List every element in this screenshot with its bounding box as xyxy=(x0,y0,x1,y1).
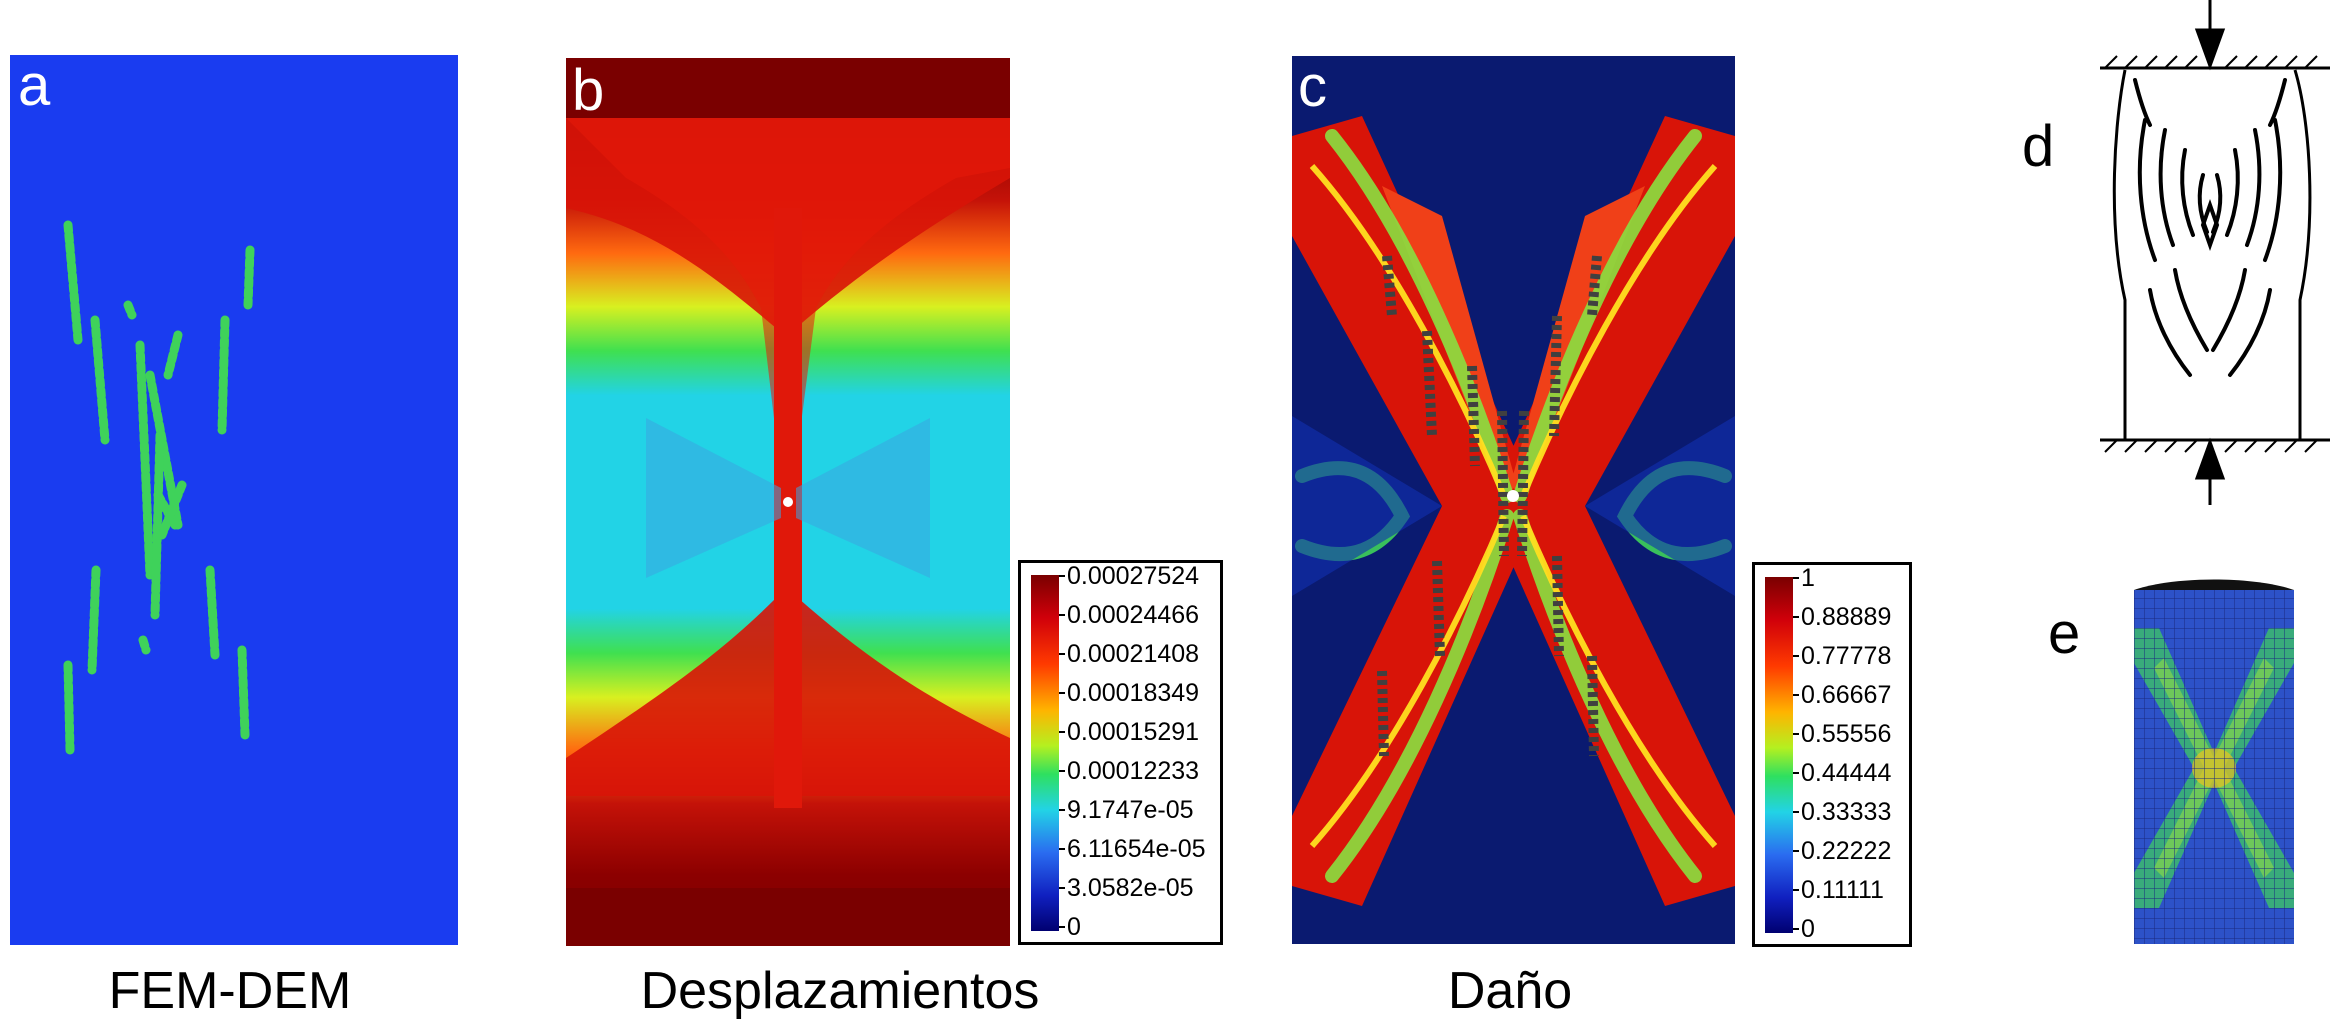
colorbar-tick: 0.33333 xyxy=(1801,798,1892,826)
colorbar-damage: 1 0.88889 0.77778 0.66667 0.55556 0.4444… xyxy=(1752,562,1912,947)
colorbar-tick: 0.44444 xyxy=(1801,759,1892,787)
panel-a-letter: a xyxy=(18,53,51,118)
crack-lines xyxy=(1377,255,1602,757)
panel-c-caption: Daño xyxy=(1447,962,1573,1020)
colorbar-tick: 0.00021408 xyxy=(1067,640,1200,668)
crack-lines xyxy=(63,220,255,755)
colorbar-gradient xyxy=(1765,577,1793,933)
colorbar-tick: 3.0582e-05 xyxy=(1067,874,1194,902)
colorbar-tick: 0 xyxy=(1801,915,1815,943)
compression-schematic xyxy=(2100,0,2330,505)
colorbar-tick: 1 xyxy=(1801,564,1815,592)
panel-e-mesh xyxy=(2134,568,2294,944)
panel-a-caption: FEM-DEM xyxy=(108,962,352,1020)
damage-plot xyxy=(1292,56,1735,944)
colorbar-tick: 0.66667 xyxy=(1801,681,1892,709)
displacement-plot xyxy=(566,58,1010,946)
colorbar-tick: 0.00015291 xyxy=(1067,718,1200,746)
panel-b-displacements xyxy=(566,58,1010,946)
panel-e-letter: e xyxy=(2048,601,2081,666)
panel-d-letter: d xyxy=(2022,114,2055,179)
fem-dem-plot xyxy=(10,55,458,945)
colorbar-tick: 0.77778 xyxy=(1801,642,1892,670)
panel-a-fem-dem xyxy=(10,55,458,945)
colorbar-tick: 0.22222 xyxy=(1801,837,1892,865)
colorbar-tick: 0.00027524 xyxy=(1067,562,1200,590)
colorbar-tick: 0 xyxy=(1067,913,1081,941)
colorbar-tick: 0.88889 xyxy=(1801,603,1892,631)
colorbar-tick: 0.11111 xyxy=(1801,876,1884,904)
colorbar-tick: 0.00012233 xyxy=(1067,757,1200,785)
colorbar-tick: 0.00018349 xyxy=(1067,679,1200,707)
colorbar-tick: 0.55556 xyxy=(1801,720,1892,748)
colorbar-tick: 9.1747e-05 xyxy=(1067,796,1194,824)
panel-b-caption: Desplazamientos xyxy=(640,962,1040,1020)
colorbar-gradient xyxy=(1031,575,1059,931)
mesh-model xyxy=(2134,579,2294,944)
panel-c-damage xyxy=(1292,56,1735,944)
panel-c-letter: c xyxy=(1298,54,1327,119)
colorbar-displacements: 0.00027524 0.00024466 0.00021408 0.00018… xyxy=(1018,560,1223,945)
panel-d-schematic xyxy=(2095,0,2333,505)
colorbar-tick: 0.00024466 xyxy=(1067,601,1200,629)
panel-b-letter: b xyxy=(572,58,605,123)
colorbar-tick: 6.11654e-05 xyxy=(1067,835,1206,863)
